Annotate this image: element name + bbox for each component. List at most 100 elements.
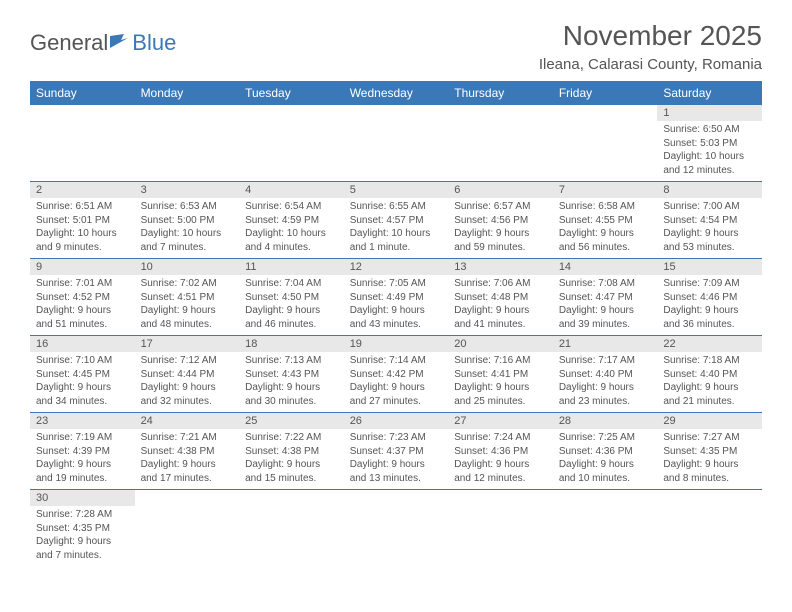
day-content: Sunrise: 7:23 AMSunset: 4:37 PMDaylight:… — [344, 429, 449, 489]
day-cell — [448, 490, 553, 567]
day-number: 30 — [30, 490, 135, 506]
day-cell — [553, 105, 658, 182]
day-content: Sunrise: 6:58 AMSunset: 4:55 PMDaylight:… — [553, 198, 658, 258]
logo-blue-text: Blue — [132, 30, 176, 56]
day-cell: 30Sunrise: 7:28 AMSunset: 4:35 PMDayligh… — [30, 490, 135, 567]
day-content: Sunrise: 6:51 AMSunset: 5:01 PMDaylight:… — [30, 198, 135, 258]
header: General Blue November 2025 Ileana, Calara… — [30, 20, 762, 73]
day-number: 18 — [239, 336, 344, 352]
day-cell: 8Sunrise: 7:00 AMSunset: 4:54 PMDaylight… — [657, 182, 762, 259]
day-content: Sunrise: 7:10 AMSunset: 4:45 PMDaylight:… — [30, 352, 135, 412]
day-cell — [30, 105, 135, 182]
day-content: Sunrise: 7:27 AMSunset: 4:35 PMDaylight:… — [657, 429, 762, 489]
day-header: Tuesday — [239, 81, 344, 105]
day-content: Sunrise: 7:13 AMSunset: 4:43 PMDaylight:… — [239, 352, 344, 412]
day-content: Sunrise: 7:06 AMSunset: 4:48 PMDaylight:… — [448, 275, 553, 335]
day-cell — [239, 490, 344, 567]
title-block: November 2025 Ileana, Calarasi County, R… — [539, 20, 762, 73]
day-number: 10 — [135, 259, 240, 275]
day-content: Sunrise: 7:24 AMSunset: 4:36 PMDaylight:… — [448, 429, 553, 489]
day-number: 7 — [553, 182, 658, 198]
day-content: Sunrise: 7:25 AMSunset: 4:36 PMDaylight:… — [553, 429, 658, 489]
day-number: 4 — [239, 182, 344, 198]
day-cell: 17Sunrise: 7:12 AMSunset: 4:44 PMDayligh… — [135, 336, 240, 413]
day-cell: 4Sunrise: 6:54 AMSunset: 4:59 PMDaylight… — [239, 182, 344, 259]
logo: General Blue — [30, 20, 176, 56]
day-number: 1 — [657, 105, 762, 121]
day-content: Sunrise: 7:18 AMSunset: 4:40 PMDaylight:… — [657, 352, 762, 412]
day-cell — [344, 490, 449, 567]
day-header: Monday — [135, 81, 240, 105]
day-cell: 19Sunrise: 7:14 AMSunset: 4:42 PMDayligh… — [344, 336, 449, 413]
day-header: Thursday — [448, 81, 553, 105]
day-number: 28 — [553, 413, 658, 429]
day-cell — [553, 490, 658, 567]
day-cell: 16Sunrise: 7:10 AMSunset: 4:45 PMDayligh… — [30, 336, 135, 413]
day-number: 16 — [30, 336, 135, 352]
day-header: Saturday — [657, 81, 762, 105]
day-cell: 3Sunrise: 6:53 AMSunset: 5:00 PMDaylight… — [135, 182, 240, 259]
day-content: Sunrise: 7:05 AMSunset: 4:49 PMDaylight:… — [344, 275, 449, 335]
day-cell: 26Sunrise: 7:23 AMSunset: 4:37 PMDayligh… — [344, 413, 449, 490]
day-content: Sunrise: 7:28 AMSunset: 4:35 PMDaylight:… — [30, 506, 135, 566]
week-row: 9Sunrise: 7:01 AMSunset: 4:52 PMDaylight… — [30, 259, 762, 336]
day-number: 9 — [30, 259, 135, 275]
day-cell: 12Sunrise: 7:05 AMSunset: 4:49 PMDayligh… — [344, 259, 449, 336]
day-cell: 6Sunrise: 6:57 AMSunset: 4:56 PMDaylight… — [448, 182, 553, 259]
day-number: 12 — [344, 259, 449, 275]
day-number: 22 — [657, 336, 762, 352]
day-header-row: SundayMondayTuesdayWednesdayThursdayFrid… — [30, 81, 762, 105]
day-cell: 21Sunrise: 7:17 AMSunset: 4:40 PMDayligh… — [553, 336, 658, 413]
day-content: Sunrise: 7:02 AMSunset: 4:51 PMDaylight:… — [135, 275, 240, 335]
day-header: Sunday — [30, 81, 135, 105]
day-content: Sunrise: 6:55 AMSunset: 4:57 PMDaylight:… — [344, 198, 449, 258]
day-number: 26 — [344, 413, 449, 429]
day-number: 27 — [448, 413, 553, 429]
day-cell: 5Sunrise: 6:55 AMSunset: 4:57 PMDaylight… — [344, 182, 449, 259]
day-cell: 10Sunrise: 7:02 AMSunset: 4:51 PMDayligh… — [135, 259, 240, 336]
day-content: Sunrise: 7:00 AMSunset: 4:54 PMDaylight:… — [657, 198, 762, 258]
day-cell: 25Sunrise: 7:22 AMSunset: 4:38 PMDayligh… — [239, 413, 344, 490]
day-number: 2 — [30, 182, 135, 198]
day-cell: 11Sunrise: 7:04 AMSunset: 4:50 PMDayligh… — [239, 259, 344, 336]
week-row: 23Sunrise: 7:19 AMSunset: 4:39 PMDayligh… — [30, 413, 762, 490]
week-row: 30Sunrise: 7:28 AMSunset: 4:35 PMDayligh… — [30, 490, 762, 567]
day-content: Sunrise: 7:09 AMSunset: 4:46 PMDaylight:… — [657, 275, 762, 335]
logo-general-text: General — [30, 30, 108, 56]
day-content: Sunrise: 7:08 AMSunset: 4:47 PMDaylight:… — [553, 275, 658, 335]
day-cell: 1Sunrise: 6:50 AMSunset: 5:03 PMDaylight… — [657, 105, 762, 182]
day-cell: 2Sunrise: 6:51 AMSunset: 5:01 PMDaylight… — [30, 182, 135, 259]
day-content: Sunrise: 7:16 AMSunset: 4:41 PMDaylight:… — [448, 352, 553, 412]
week-row: 1Sunrise: 6:50 AMSunset: 5:03 PMDaylight… — [30, 105, 762, 182]
day-number: 13 — [448, 259, 553, 275]
day-content: Sunrise: 7:12 AMSunset: 4:44 PMDaylight:… — [135, 352, 240, 412]
day-cell: 28Sunrise: 7:25 AMSunset: 4:36 PMDayligh… — [553, 413, 658, 490]
day-cell — [135, 490, 240, 567]
calendar-body: 1Sunrise: 6:50 AMSunset: 5:03 PMDaylight… — [30, 105, 762, 566]
day-number: 19 — [344, 336, 449, 352]
day-cell: 13Sunrise: 7:06 AMSunset: 4:48 PMDayligh… — [448, 259, 553, 336]
day-cell: 29Sunrise: 7:27 AMSunset: 4:35 PMDayligh… — [657, 413, 762, 490]
day-number: 23 — [30, 413, 135, 429]
day-content: Sunrise: 6:53 AMSunset: 5:00 PMDaylight:… — [135, 198, 240, 258]
day-content: Sunrise: 7:19 AMSunset: 4:39 PMDaylight:… — [30, 429, 135, 489]
calendar-table: SundayMondayTuesdayWednesdayThursdayFrid… — [30, 81, 762, 566]
day-cell: 22Sunrise: 7:18 AMSunset: 4:40 PMDayligh… — [657, 336, 762, 413]
day-content: Sunrise: 6:54 AMSunset: 4:59 PMDaylight:… — [239, 198, 344, 258]
day-number: 15 — [657, 259, 762, 275]
day-cell — [657, 490, 762, 567]
week-row: 2Sunrise: 6:51 AMSunset: 5:01 PMDaylight… — [30, 182, 762, 259]
day-content: Sunrise: 7:01 AMSunset: 4:52 PMDaylight:… — [30, 275, 135, 335]
day-number: 5 — [344, 182, 449, 198]
day-number: 11 — [239, 259, 344, 275]
day-number: 24 — [135, 413, 240, 429]
day-content: Sunrise: 7:22 AMSunset: 4:38 PMDaylight:… — [239, 429, 344, 489]
day-cell — [344, 105, 449, 182]
day-number: 8 — [657, 182, 762, 198]
day-cell: 18Sunrise: 7:13 AMSunset: 4:43 PMDayligh… — [239, 336, 344, 413]
day-content: Sunrise: 7:14 AMSunset: 4:42 PMDaylight:… — [344, 352, 449, 412]
day-cell: 15Sunrise: 7:09 AMSunset: 4:46 PMDayligh… — [657, 259, 762, 336]
day-content: Sunrise: 6:57 AMSunset: 4:56 PMDaylight:… — [448, 198, 553, 258]
day-cell: 14Sunrise: 7:08 AMSunset: 4:47 PMDayligh… — [553, 259, 658, 336]
day-content: Sunrise: 6:50 AMSunset: 5:03 PMDaylight:… — [657, 121, 762, 181]
